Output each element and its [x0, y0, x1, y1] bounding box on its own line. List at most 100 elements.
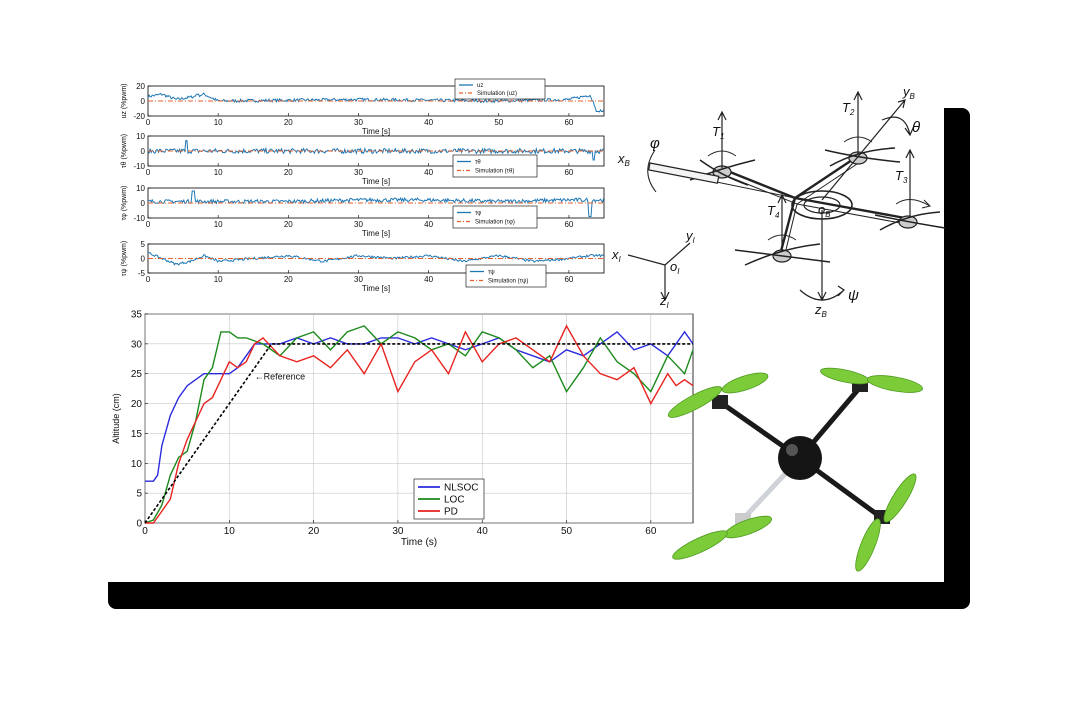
y-axis-label: Altitude (cm)	[111, 393, 121, 444]
y-tick-label: 20	[136, 82, 145, 91]
x-tick-label: 60	[564, 168, 573, 177]
motor	[712, 395, 728, 409]
x-tick-label: 60	[564, 220, 573, 229]
diagram-label-subscript: B	[822, 310, 828, 319]
y-tick-label: 20	[131, 399, 143, 410]
x-tick-label: 10	[214, 220, 223, 229]
diagram-label-subscript: B	[625, 159, 631, 168]
thrust-arrow-t2	[853, 90, 863, 154]
x-tick-label: 10	[214, 275, 223, 284]
x-axis-label: Time [s]	[362, 127, 390, 136]
y-tick-label: 0	[141, 97, 146, 106]
x-tick-label: 30	[354, 118, 363, 127]
yb-axis	[821, 99, 906, 201]
x-tick-label: 30	[354, 168, 363, 177]
theta-rotation-arc	[881, 116, 915, 137]
x-tick-label: 20	[284, 168, 293, 177]
phi-rotation-arc	[647, 149, 657, 193]
t2-rotation-arc	[843, 136, 873, 143]
x-tick-label: 40	[424, 168, 433, 177]
legend-label: τφ	[475, 211, 481, 217]
legend-label: Simulation (τψ)	[488, 279, 528, 285]
diagram-label-xi: xI	[611, 247, 622, 264]
zb-axis	[817, 210, 827, 302]
diagram-label-phi: φ	[650, 135, 660, 152]
legend-box	[454, 78, 546, 100]
legend-label: PD	[444, 507, 458, 518]
x-tick-label: 30	[392, 526, 404, 537]
x-tick-label: 0	[146, 220, 151, 229]
x-tick-label: 20	[284, 275, 293, 284]
series-line--	[147, 251, 604, 266]
diagram-label-subscript: I	[667, 301, 670, 310]
x-tick-label: 0	[146, 275, 151, 284]
diagram-label-subscript: B	[910, 92, 916, 101]
diagram-label-subscript: I	[619, 255, 622, 264]
x-tick-label: 40	[477, 526, 489, 537]
legend-box	[452, 154, 538, 178]
y-tick-label: 10	[131, 459, 143, 470]
legend-label: Simulation (τθ)	[475, 169, 514, 175]
y-tick-label: 30	[131, 339, 143, 350]
x-tick-label: 10	[214, 118, 223, 127]
y-tick-label: -10	[133, 162, 145, 171]
y-tick-label: 15	[131, 429, 143, 440]
x-tick-label: 60	[645, 526, 657, 537]
diagram-label-xb: xB	[617, 151, 631, 168]
legend-label: Simulation (uz)	[477, 91, 517, 97]
y-tick-label: 10	[136, 184, 145, 193]
diagram-label-subscript: 1	[720, 132, 724, 141]
y-axis-label: τφ (%pwm)	[121, 186, 128, 221]
x-axis-label: Time (s)	[401, 537, 437, 548]
y-tick-label: 0	[141, 254, 146, 263]
x-tick-label: 20	[284, 220, 293, 229]
frame-arm	[721, 163, 907, 259]
diagram-label-theta: θ	[912, 119, 920, 136]
diagram-label-t3: T3	[895, 168, 908, 185]
x-tick-label: 0	[146, 118, 151, 127]
legend-label: LOC	[444, 495, 465, 506]
frame-arm	[719, 157, 906, 256]
diagram-label-subscript: I	[693, 236, 696, 245]
series-line-nlsoc	[145, 330, 694, 482]
x-tick-label: 50	[561, 526, 573, 537]
diagram-label-subscript: 4	[775, 211, 780, 220]
series-line-loc	[144, 325, 694, 524]
x-tick-label: 0	[146, 168, 151, 177]
y-tick-label: 25	[131, 369, 143, 380]
reference-annotation: ←Reference	[255, 372, 306, 382]
y-tick-label: 5	[141, 240, 146, 249]
diagram-label-yb: yB	[902, 84, 916, 101]
y-tick-label: -5	[138, 269, 146, 278]
inertial-axes	[627, 242, 691, 302]
altitude-chart: 0 10 20 30 40 50 60 0 5 10 15 20 25 30 35 Time (s) Altit…	[111, 310, 694, 548]
diagram-label-zb: zB	[814, 302, 828, 319]
x-tick-label: 50	[494, 118, 503, 127]
y-tick-label: 0	[141, 147, 146, 156]
series-line-pd	[145, 324, 694, 524]
x-tick-label: 20	[308, 526, 320, 537]
thrust-arrow-t3	[905, 148, 915, 216]
x-axis-label: Time [s]	[362, 284, 390, 293]
legend-label: τψ	[488, 270, 495, 276]
thrust-arrow-t1	[717, 110, 727, 168]
t3-rotation-arc	[895, 199, 931, 209]
legend-box	[452, 205, 538, 229]
series-line-uz	[147, 92, 604, 113]
y-axis-label: τψ (%pwm)	[121, 241, 128, 276]
diagram-label-subscript: 2	[849, 108, 855, 117]
x-tick-label: 30	[354, 275, 363, 284]
propeller	[874, 211, 946, 231]
x-tick-label: 10	[214, 168, 223, 177]
propellers	[667, 367, 924, 572]
y-tick-label: 10	[136, 132, 145, 141]
center-hub-detail	[786, 444, 798, 456]
center-hub	[778, 436, 822, 480]
x-tick-label: 60	[564, 275, 573, 284]
y-tick-label: -10	[133, 214, 145, 223]
y-tick-label: 0	[141, 199, 146, 208]
y-tick-label: 35	[131, 310, 143, 321]
xb-axis-rod	[647, 162, 720, 184]
